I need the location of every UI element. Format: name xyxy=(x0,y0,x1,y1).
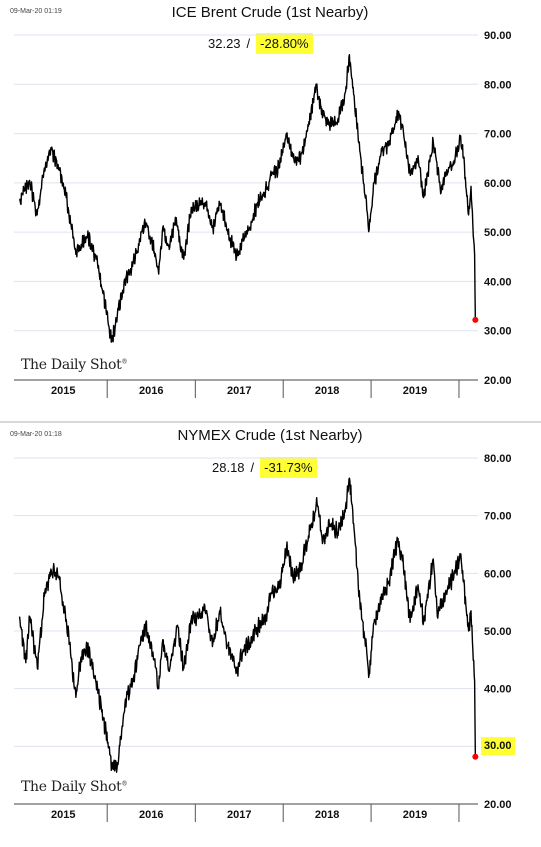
nymex-price-line xyxy=(18,477,477,773)
brent-x-tick-label: 2016 xyxy=(139,385,163,397)
brent-timestamp: 09-Mar-20 01:19 xyxy=(10,8,62,15)
nymex-y-tick-label: 80.00 xyxy=(484,453,512,465)
nymex-logo-text: The Daily Shot xyxy=(21,779,122,795)
nymex-timestamp: 09-Mar-20 01:18 xyxy=(10,431,62,438)
brent-y-tick-label: 80.00 xyxy=(484,79,512,91)
nymex-chart-title: NYMEX Crude (1st Nearby) xyxy=(177,427,363,444)
brent-last-price-dot xyxy=(472,316,479,323)
brent-y-tick-label: 70.00 xyxy=(484,129,512,141)
nymex-chart-svg: 20.00 30.00 40.00 50.00 60.00 70.00 80.00 2015 2… xyxy=(14,453,512,822)
brent-y-tick-label: 50.00 xyxy=(484,227,512,239)
nymex-y-tick-label: 40.00 xyxy=(484,684,512,696)
nymex-x-tick-label: 2016 xyxy=(139,809,163,821)
brent-last-value: 32.23 xyxy=(208,36,241,51)
brent-price-line xyxy=(18,54,477,343)
nymex-y-tick-label: 50.00 xyxy=(484,626,512,638)
brent-separator: / xyxy=(246,36,251,51)
brent-logo-text: The Daily Shot xyxy=(21,357,122,373)
brent-chart-panel: 09-Mar-20 01:19 ICE Brent Crude (1st Nea… xyxy=(0,0,541,422)
nymex-chart-panel: 09-Mar-20 01:18 NYMEX Crude (1st Nearby)… xyxy=(0,423,541,847)
brent-x-tick-label: 2019 xyxy=(403,385,427,397)
brent-readout: 32.23 / -28.80% xyxy=(208,33,313,54)
brent-change-badge: -28.80% xyxy=(256,33,313,54)
nymex-readout: 28.18 / -31.73% xyxy=(212,457,317,478)
nymex-last-price-dot xyxy=(472,753,479,760)
nymex-change-badge: -31.73% xyxy=(260,457,317,478)
brent-y-tick-label: 60.00 xyxy=(484,178,512,190)
nymex-x-tick-label: 2015 xyxy=(51,809,75,821)
brent-daily-shot-logo: The Daily Shot® xyxy=(21,357,128,373)
brent-y-tick-label: 30.00 xyxy=(484,326,512,338)
nymex-y-tick-label: 70.00 xyxy=(484,511,512,523)
brent-x-tick-label: 2017 xyxy=(227,385,251,397)
nymex-y-tick-label: 20.00 xyxy=(484,799,512,811)
brent-y-tick-label: 20.00 xyxy=(484,375,512,387)
nymex-daily-shot-logo: The Daily Shot® xyxy=(21,779,128,795)
nymex-y-tick-label: 60.00 xyxy=(484,568,512,580)
brent-y-tick-label: 40.00 xyxy=(484,276,512,288)
brent-chart-svg: 20.00 30.00 40.00 50.00 60.00 70.00 80.00 90.00… xyxy=(14,30,512,398)
nymex-x-tick-label: 2018 xyxy=(315,809,339,821)
nymex-x-tick-label: 2017 xyxy=(227,809,251,821)
brent-x-tick-label: 2018 xyxy=(315,385,339,397)
nymex-last-value: 28.18 xyxy=(212,460,245,475)
panel-divider xyxy=(0,421,541,423)
brent-chart-title: ICE Brent Crude (1st Nearby) xyxy=(171,4,369,21)
brent-y-tick-label: 90.00 xyxy=(484,30,512,42)
nymex-last-price-label: 30.00 xyxy=(481,737,515,755)
brent-x-tick-label: 2015 xyxy=(51,385,75,397)
nymex-x-tick-label: 2019 xyxy=(403,809,427,821)
nymex-separator: / xyxy=(250,460,255,475)
